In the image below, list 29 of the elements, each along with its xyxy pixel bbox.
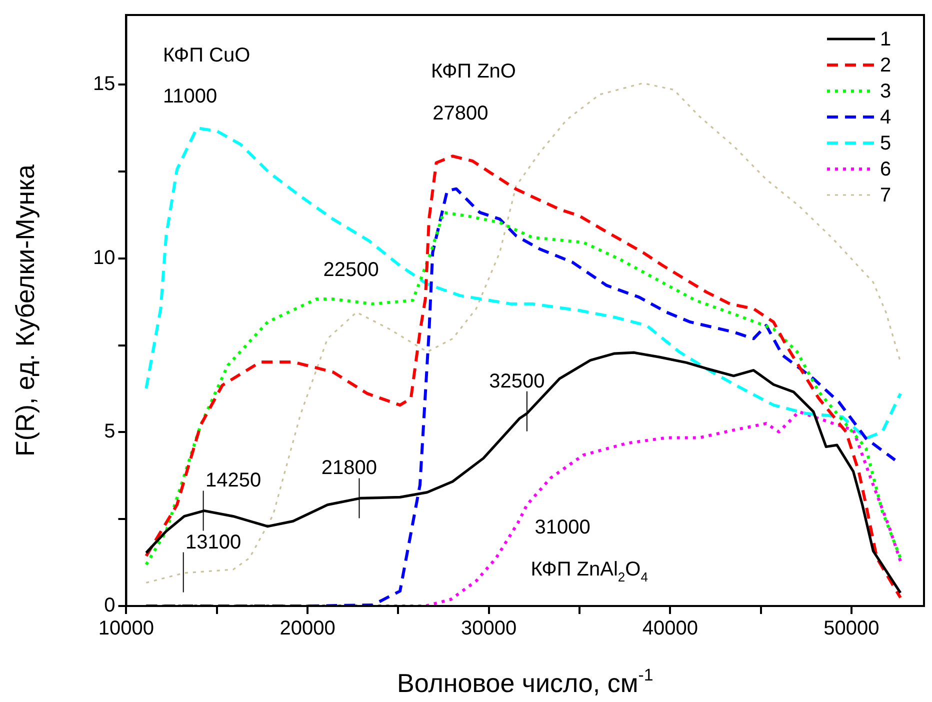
legend-label: 5 [880, 132, 892, 155]
y-tick-label: 0 [104, 594, 116, 617]
annotation: 14250 [205, 470, 262, 492]
y-tick-label: 10 [92, 246, 116, 269]
line-series [145, 82, 902, 584]
annotation: 13100 [186, 531, 242, 554]
legend-label: 2 [880, 54, 892, 77]
y-axis-title: F(R), ед. Кубелки-Мунка [10, 164, 40, 456]
legend-label: 6 [880, 158, 892, 181]
annotation: 22500 [323, 259, 379, 282]
annotation: 11000 [162, 85, 218, 108]
x-tick-label: 20000 [280, 618, 336, 640]
legend-label: 3 [880, 80, 892, 103]
annotation: 27800 [432, 102, 488, 125]
annotation: 32500 [489, 370, 545, 392]
legend-label: 4 [880, 106, 892, 129]
annotation: КФП ZnO [430, 60, 516, 83]
y-tick-label: 5 [104, 420, 116, 443]
annotation: 21800 [321, 457, 378, 480]
x-tick-label: 30000 [461, 618, 517, 640]
y-tick-label: 15 [92, 73, 116, 96]
annotation: 31000 [534, 516, 590, 538]
x-tick-label: 40000 [642, 618, 698, 640]
annotation: КФП CuO [162, 44, 250, 67]
x-tick-label: 10000 [98, 618, 154, 640]
legend-label: 1 [880, 28, 892, 51]
line-series [144, 126, 902, 440]
x-tick-label: 50000 [824, 618, 880, 640]
legend-label: 7 [880, 184, 892, 207]
